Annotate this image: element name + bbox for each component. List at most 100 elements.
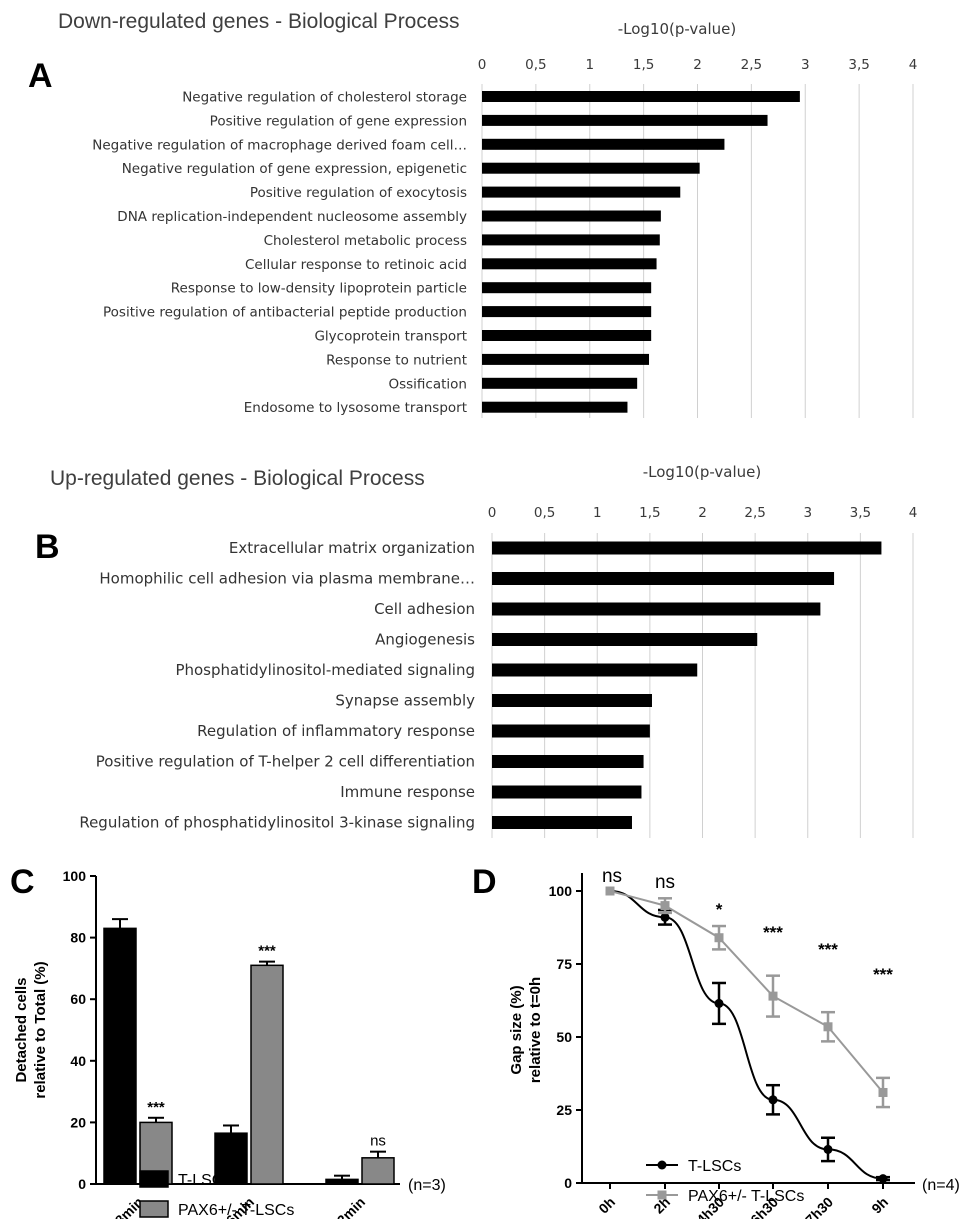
bar — [492, 724, 650, 738]
category-label: Ossification — [388, 376, 467, 392]
category-label: Response to nutrient — [326, 352, 467, 368]
category-label: Immune response — [340, 783, 475, 801]
significance-label: *** — [873, 965, 893, 984]
category-label: DNA replication-independent nucleosome a… — [117, 209, 467, 225]
x-axis-title: -Log10(p-value) — [643, 463, 762, 481]
bar — [361, 1157, 395, 1185]
x-axis-title: -Log10(p-value) — [618, 20, 737, 38]
significance-label: ns — [602, 866, 622, 887]
data-point — [823, 1144, 833, 1154]
category-label: Cell adhesion — [374, 600, 475, 618]
panel-title: Up-regulated genes - Biological Process — [50, 467, 425, 490]
data-point — [878, 1174, 888, 1184]
n-label: (n=4) — [922, 1177, 960, 1194]
category-label: Negative regulation of gene expression, … — [122, 161, 467, 177]
category-label: Cholesterol metabolic process — [264, 233, 467, 249]
data-point — [714, 998, 724, 1008]
x-tick-label: 3,5 — [850, 505, 871, 521]
category-label: Regulation of inflammatory response — [197, 722, 475, 740]
category-label: Extracellular matrix organization — [229, 539, 475, 557]
bar — [492, 755, 644, 768]
x-tick-label: 2 — [698, 505, 707, 521]
x-tick-label: 1 — [585, 57, 594, 73]
legend-label: T-LSCs — [688, 1158, 741, 1175]
bar — [482, 138, 725, 150]
x-tick-label: 4 — [909, 505, 918, 521]
x-tick-label: 3,5 — [848, 57, 869, 73]
panel-letter: B — [35, 528, 60, 566]
x-tick-label: 1 — [593, 505, 602, 521]
bar — [482, 91, 800, 102]
legend-swatch — [139, 1200, 169, 1218]
significance-label: ns — [655, 872, 675, 893]
bar — [492, 816, 632, 829]
category-label: Angiogenesis — [375, 631, 475, 649]
bar — [482, 162, 700, 174]
bar — [482, 377, 638, 389]
bar — [482, 282, 652, 294]
x-tick-label: 1,5 — [633, 57, 654, 73]
x-tick-label: 0h — [595, 1194, 618, 1217]
legend-label: PAX6+/- T-LSCs — [178, 1202, 294, 1219]
y-tick-label: 80 — [70, 930, 86, 946]
bar — [214, 1132, 248, 1185]
bar — [492, 633, 758, 646]
bar — [103, 927, 137, 1185]
legend-label: PAX6+/- T-LSCs — [688, 1188, 804, 1205]
significance-label: *** — [147, 1099, 165, 1116]
x-tick-label: 22min — [328, 1194, 368, 1219]
bar — [482, 234, 660, 246]
n-label: (n=3) — [408, 1177, 446, 1194]
legend-label: T-LSCs — [178, 1172, 231, 1189]
category-label: Response to low-density lipoprotein part… — [171, 281, 467, 297]
data-point — [660, 912, 670, 922]
x-tick-label: 0,5 — [525, 57, 546, 73]
data-point — [878, 1087, 888, 1097]
x-tick-label: 3 — [801, 57, 810, 73]
x-tick-label: 0 — [478, 57, 487, 73]
bar — [482, 306, 652, 318]
category-label: Endosome to lysosome transport — [244, 400, 467, 416]
y-tick-label: 100 — [549, 883, 573, 899]
bar — [492, 541, 882, 555]
x-tick-label: 0 — [488, 505, 497, 521]
y-tick-label: 0 — [564, 1175, 572, 1191]
y-tick-label: 60 — [70, 991, 86, 1007]
y-tick-label: 0 — [78, 1176, 86, 1192]
y-tick-label: 50 — [556, 1029, 572, 1045]
category-label: Negative regulation of macrophage derive… — [92, 137, 467, 153]
y-tick-label: 100 — [63, 868, 87, 884]
category-label: Positive regulation of antibacterial pep… — [103, 305, 467, 321]
category-label: Positive regulation of gene expression — [210, 113, 467, 129]
data-point — [660, 901, 670, 911]
category-label: Synapse assembly — [335, 692, 475, 710]
bar — [482, 186, 681, 198]
bar — [482, 353, 650, 365]
category-label: Positive regulation of T-helper 2 cell d… — [96, 753, 475, 771]
y-tick-label: 75 — [556, 956, 572, 972]
x-tick-label: 1,5 — [639, 505, 660, 521]
y-axis-title: Detached cells — [13, 977, 30, 1082]
category-label: Regulation of phosphatidylinositol 3-kin… — [79, 814, 475, 832]
category-label: Positive regulation of exocytosis — [250, 185, 467, 201]
legend-marker — [657, 1190, 667, 1200]
bar — [482, 330, 652, 341]
significance-label: ns — [370, 1133, 386, 1150]
bar — [482, 210, 661, 222]
y-axis-title: relative to t=0h — [527, 977, 544, 1083]
bar — [250, 964, 284, 1185]
y-tick-label: 40 — [70, 1053, 86, 1069]
legend-marker — [657, 1160, 667, 1170]
x-tick-label: 2 — [693, 57, 702, 73]
data-point — [768, 1095, 778, 1105]
category-label: Cellular response to retinoic acid — [245, 257, 467, 273]
y-tick-label: 20 — [70, 1114, 86, 1130]
category-label: Phosphatidylinositol-mediated signaling — [175, 661, 475, 679]
significance-label: * — [716, 900, 723, 919]
data-point — [605, 886, 615, 896]
legend-swatch — [139, 1170, 169, 1188]
y-tick-label: 25 — [556, 1102, 572, 1118]
bar — [482, 258, 657, 270]
bar — [325, 1178, 359, 1185]
